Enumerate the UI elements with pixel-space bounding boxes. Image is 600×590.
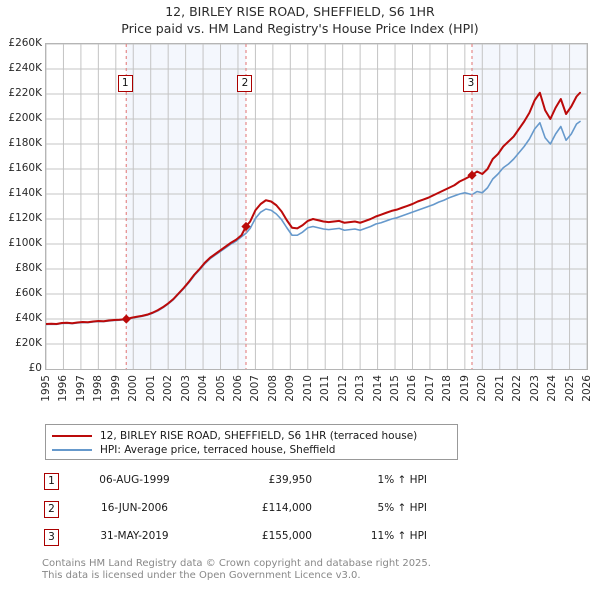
y-axis-tick-label: £80K [15, 262, 42, 274]
transaction-date: 06-AUG-1999 [99, 474, 170, 486]
x-axis-tick-label: 2026 [581, 375, 593, 402]
x-axis-tick-label: 2003 [179, 375, 192, 402]
x-axis-tick-label: 1999 [109, 375, 122, 402]
y-axis-tick-label: £180K [8, 137, 42, 149]
transaction-hpi-delta: 1% ↑ HPI [377, 474, 427, 486]
plot-svg [46, 44, 587, 369]
x-axis-tick-label: 2011 [319, 375, 332, 402]
chart-area: £0 £20K £40K £60K £80K £100K £120K £140K £160K £1… [0, 37, 600, 402]
transaction-price: £39,950 [268, 474, 312, 486]
x-axis-tick-label: 2012 [336, 375, 349, 402]
page-subtitle: Price paid vs. HM Land Registry's House … [121, 21, 479, 36]
legend-label-hpi: HPI: Average price, terraced house, Shef… [100, 443, 336, 456]
x-axis-tick-label: 2023 [528, 375, 541, 402]
x-axis-tick-label: 2019 [458, 375, 471, 402]
footer-attribution: Contains HM Land Registry data © Crown c… [42, 558, 562, 582]
transaction-price: £155,000 [261, 530, 312, 542]
x-axis-tick-label: 2010 [301, 375, 314, 402]
transaction-hpi-delta: 5% ↑ HPI [377, 502, 427, 514]
x-axis-tick-label: 1995 [40, 375, 52, 402]
transaction-date: 16-JUN-2006 [101, 502, 168, 514]
y-axis-labels: £0 £20K £40K £60K £80K £100K £120K £140K £160K £1… [0, 37, 42, 378]
transaction-hpi-delta: 11% ↑ HPI [370, 530, 427, 542]
x-axis-tick-label: 2014 [371, 375, 384, 402]
y-axis-tick-label: £40K [15, 312, 42, 324]
y-axis-tick-label: £260K [8, 37, 42, 49]
plot-region [45, 43, 588, 370]
transaction-index-badge: 1 [44, 473, 59, 490]
transaction-price: £114,000 [261, 502, 312, 514]
legend-item-property: 12, BIRLEY RISE ROAD, SHEFFIELD, S6 1HR … [52, 429, 451, 442]
legend-label-property: 12, BIRLEY RISE ROAD, SHEFFIELD, S6 1HR … [100, 429, 418, 442]
table-row: 1 06-AUG-1999 £39,950 1% ↑ HPI [42, 470, 462, 498]
y-axis-tick-label: £200K [8, 112, 42, 124]
x-axis-tick-label: 2017 [423, 375, 436, 402]
x-axis-tick-label: 1997 [74, 375, 87, 402]
transactions-table: 1 06-AUG-1999 £39,950 1% ↑ HPI 2 16-JUN-… [42, 470, 462, 554]
x-axis-tick-label: 2000 [127, 375, 140, 402]
footer-line-2: This data is licensed under the Open Gov… [42, 570, 361, 581]
y-axis-tick-label: £160K [8, 162, 42, 174]
x-axis-tick-label: 1996 [57, 375, 70, 402]
x-axis-tick-label: 2016 [406, 375, 419, 402]
x-axis-tick-label: 2002 [162, 375, 175, 402]
transaction-index-badge: 2 [44, 501, 59, 518]
y-axis-tick-label: £140K [8, 187, 42, 199]
x-axis-tick-label: 2021 [493, 375, 506, 402]
x-axis-tick-label: 2022 [511, 375, 524, 402]
x-axis-tick-label: 2025 [563, 375, 576, 402]
y-axis-tick-label: £100K [8, 237, 42, 249]
legend-swatch-property [52, 434, 92, 437]
x-axis-tick-label: 2015 [389, 375, 402, 402]
chart-legend: 12, BIRLEY RISE ROAD, SHEFFIELD, S6 1HR … [45, 424, 458, 460]
y-axis-tick-label: £20K [15, 337, 42, 349]
x-axis-tick-label: 2009 [284, 375, 297, 402]
table-row: 2 16-JUN-2006 £114,000 5% ↑ HPI [42, 498, 462, 526]
y-axis-tick-label: £240K [8, 62, 42, 74]
x-axis-tick-label: 1998 [92, 375, 105, 402]
footer-line-1: Contains HM Land Registry data © Crown c… [42, 558, 431, 569]
x-axis-tick-label: 2008 [266, 375, 279, 402]
page-title: 12, BIRLEY RISE ROAD, SHEFFIELD, S6 1HR [165, 4, 435, 19]
x-axis-tick-label: 2004 [197, 375, 210, 402]
x-axis-tick-label: 2024 [546, 375, 559, 402]
chart-event-marker: 1 [117, 74, 133, 92]
x-axis-tick-label: 2001 [144, 375, 157, 402]
x-axis-tick-label: 2018 [441, 375, 454, 402]
transaction-date: 31-MAY-2019 [100, 530, 169, 542]
transaction-index-badge: 3 [44, 529, 59, 546]
table-row: 3 31-MAY-2019 £155,000 11% ↑ HPI [42, 526, 462, 554]
x-axis-tick-label: 2013 [354, 375, 367, 402]
legend-swatch-hpi [52, 448, 92, 451]
x-axis-tick-label: 2006 [231, 375, 244, 402]
legend-item-hpi: HPI: Average price, terraced house, Shef… [52, 443, 451, 456]
x-axis-labels: 1995 1996 1997 1998 1999 2000 2001 2002 2003 2004… [40, 375, 593, 423]
x-axis-tick-label: 2005 [214, 375, 227, 402]
y-axis-tick-label: £0 [28, 362, 42, 374]
chart-title-block: 12, BIRLEY RISE ROAD, SHEFFIELD, S6 1HR … [0, 3, 600, 37]
x-axis-tick-label: 2007 [249, 375, 262, 402]
y-axis-tick-label: £220K [8, 87, 42, 99]
chart-event-marker: 3 [463, 74, 479, 92]
chart-event-marker: 2 [237, 74, 253, 92]
x-axis-tick-label: 2020 [476, 375, 489, 402]
y-axis-tick-label: £60K [15, 287, 42, 299]
y-axis-tick-label: £120K [8, 212, 42, 224]
